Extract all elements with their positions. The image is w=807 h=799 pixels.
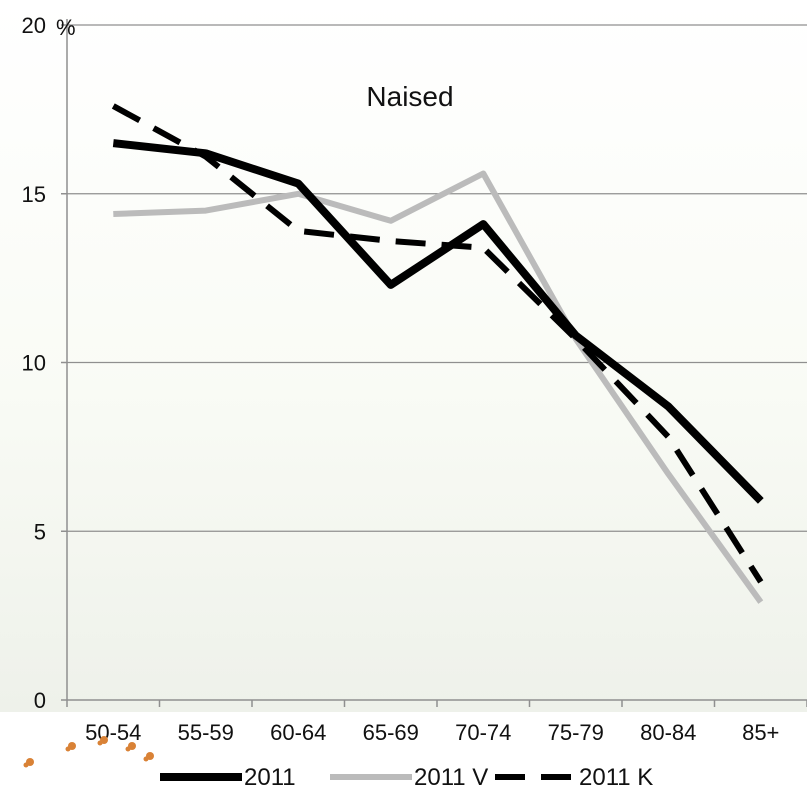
- y-axis-unit-label: %: [56, 15, 76, 40]
- x-tick-label: 50-54: [85, 720, 141, 745]
- gridlines: [67, 24, 807, 532]
- y-tick-labels: 0 5 10 15 20: [22, 13, 46, 713]
- x-tick-label: 80-84: [640, 720, 696, 745]
- x-tick-labels: 50-54 55-59 60-64 65-69 70-74 75-79 80-84 85+: [85, 720, 779, 745]
- legend-background: [0, 712, 807, 799]
- y-tick-label: 20: [22, 13, 46, 38]
- chart-title: Naised: [366, 81, 453, 112]
- x-tick-label: 60-64: [270, 720, 326, 745]
- x-tick-label: 85+: [742, 720, 779, 745]
- flower-pattern-icon: [23, 736, 154, 768]
- flower-mark: [65, 746, 71, 752]
- y-tick-label: 5: [34, 519, 46, 544]
- legend: 2011 2011 V 2011 K: [160, 764, 653, 791]
- legend-label: 2011 V: [414, 764, 488, 791]
- series-line-0: [112, 139, 764, 504]
- y-tick-label: 10: [22, 351, 46, 376]
- y-tick-label: 15: [22, 182, 46, 207]
- axes: [61, 19, 807, 707]
- flower-mark: [97, 740, 103, 746]
- series-line-1: [113, 170, 764, 604]
- series-lines: [111, 103, 764, 604]
- legend-label: 2011: [244, 764, 296, 791]
- flower-mark: [23, 762, 29, 768]
- x-tick-label: 75-79: [548, 720, 604, 745]
- legend-label: 2011 K: [579, 764, 653, 791]
- flower-mark: [125, 746, 131, 752]
- x-tick-label: 65-69: [363, 720, 419, 745]
- x-tick-label: 55-59: [178, 720, 234, 745]
- x-tick-label: 70-74: [455, 720, 511, 745]
- y-tick-label: 0: [34, 688, 46, 713]
- series-line-2: [111, 103, 764, 584]
- flower-mark: [143, 756, 149, 762]
